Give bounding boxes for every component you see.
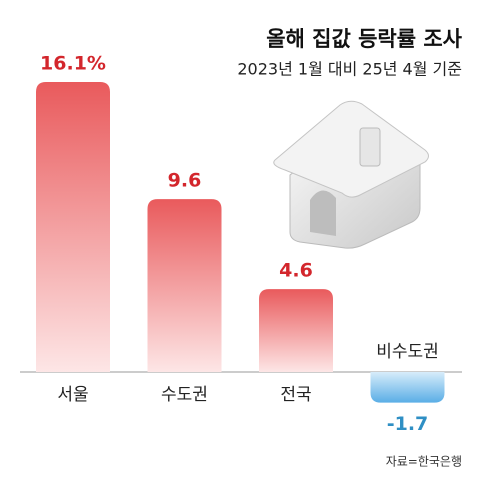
bar [36, 82, 110, 372]
bar [259, 289, 333, 372]
value-label: 16.1% [40, 53, 106, 75]
value-label: 4.6 [279, 260, 313, 282]
category-label: 비수도권 [376, 342, 439, 362]
chart-title: 올해 집값 등락률 조사 [266, 27, 462, 51]
category-label: 전국 [280, 385, 311, 405]
bar [370, 372, 445, 403]
house-illustration [273, 100, 429, 249]
value-label: -1.7 [387, 413, 429, 435]
value-label: 9.6 [168, 170, 202, 192]
bar [147, 199, 222, 372]
category-label: 서울 [57, 385, 88, 405]
chart-subtitle: 2023년 1월 대비 25년 4월 기준 [237, 60, 462, 79]
category-label: 수도권 [161, 385, 208, 405]
source: 자료=한국은행 [386, 454, 462, 469]
